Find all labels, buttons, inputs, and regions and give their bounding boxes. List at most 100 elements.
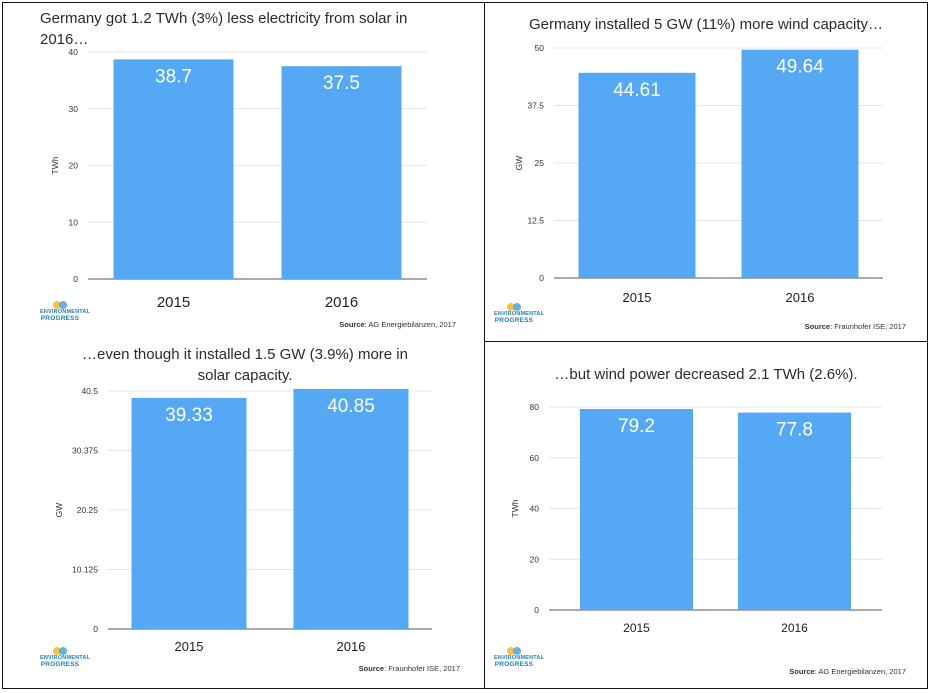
y-tick-label: 10: [69, 217, 79, 227]
x-tick-label: 2015: [623, 621, 650, 635]
y-tick-label: 40.5: [81, 386, 98, 396]
chart-title: …but wind power decreased 2.1 TWh (2.6%)…: [554, 366, 858, 383]
x-tick-label: 2016: [781, 621, 808, 635]
logo-circle-right: [59, 301, 67, 309]
y-tick-label: 10.125: [72, 565, 98, 575]
x-tick-label: 2015: [175, 639, 204, 654]
logo-text: ENVIRONMENTAL PROGRESS: [40, 309, 91, 322]
bar-chart-svg: 0 12.5 25 37.5 50 GW 44.61 2015 49.64 2016: [514, 43, 883, 305]
logo-text: ENVIRONMENTAL PROGRESS: [494, 311, 545, 324]
y-tick-label: 0: [539, 273, 544, 283]
bar-chart-svg: 0 20 40 60 80 TWh 79.2 2015 77.8 2016: [510, 402, 882, 635]
bar-2016: [293, 388, 409, 629]
logo-line-2: PROGRESS: [40, 314, 80, 322]
y-tick-label: 80: [530, 402, 540, 412]
y-tick-label: 0: [73, 274, 78, 284]
logo-line-1: ENVIRONMENTAL: [494, 311, 545, 317]
y-tick-label: 20: [69, 161, 79, 171]
chart-panel-wind-generation: …but wind power decreased 2.1 TWh (2.6%)…: [486, 342, 926, 688]
y-tick-label: 12.5: [527, 216, 544, 226]
logo-circle-right: [513, 647, 521, 655]
source-note: Source: AG Energiebilanzen, 2017: [789, 667, 906, 676]
source-label: Source: [358, 664, 385, 673]
source-text: : AG Energiebilanzen, 2017: [814, 667, 906, 676]
logo-circle-left: [53, 647, 61, 655]
x-tick-label: 2016: [786, 290, 815, 305]
y-axis-label: TWh: [50, 156, 60, 174]
logo-circle-right: [59, 647, 67, 655]
bar-chart-svg: 0 10 20 30 40 TWh 38.7 2015 37.5 2016: [50, 47, 427, 311]
environmental-progress-logo-icon: ENVIRONMENTAL PROGRESS: [40, 646, 91, 668]
source-note: Source: AG Energiebilanzen, 2017: [339, 320, 456, 329]
chart-title: Germany got 1.2 TWh (3%) less electricit…: [40, 10, 408, 48]
environmental-progress-logo-icon: ENVIRONMENTAL PROGRESS: [494, 302, 545, 324]
y-tick-label: 30.375: [72, 446, 98, 456]
x-tick-label: 2016: [325, 294, 358, 311]
y-tick-label: 20.25: [77, 505, 99, 515]
y-tick-label: 20: [530, 554, 540, 564]
chart-panel-wind-capacity: Germany installed 5 GW (11%) more wind c…: [486, 0, 926, 338]
y-tick-label: 60: [530, 453, 540, 463]
y-tick-label: 0: [93, 624, 98, 634]
logo-text: ENVIRONMENTAL PROGRESS: [494, 655, 545, 668]
bar-value-label: 49.64: [776, 57, 824, 78]
logo-mark-icon: [507, 647, 521, 655]
bar-2015: [113, 59, 234, 279]
bar-2015: [578, 72, 696, 278]
source-note: Source: Fraunhofer ISE, 2017: [805, 322, 906, 331]
bar-value-label: 39.33: [165, 405, 213, 426]
bar-value-label: 37.5: [323, 73, 360, 94]
bar-value-label: 79.2: [618, 416, 655, 437]
logo-line-1: ENVIRONMENTAL: [494, 655, 545, 661]
x-tick-label: 2015: [623, 290, 652, 305]
bar-value-label: 40.85: [327, 396, 375, 417]
y-tick-label: 37.5: [527, 101, 544, 111]
y-tick-label: 50: [535, 43, 545, 53]
logo-line-1: ENVIRONMENTAL: [40, 309, 91, 315]
logo-text: ENVIRONMENTAL PROGRESS: [40, 655, 91, 668]
logo-mark-icon: [53, 301, 67, 309]
environmental-progress-logo-icon: ENVIRONMENTAL PROGRESS: [494, 646, 545, 668]
environmental-progress-logo-icon: ENVIRONMENTAL PROGRESS: [40, 300, 91, 322]
chart-panel-solar-capacity: …even though it installed 1.5 GW (3.9%) …: [0, 338, 480, 688]
y-tick-label: 40: [530, 504, 540, 514]
bar-value-label: 77.8: [776, 420, 813, 441]
bar-2015: [580, 409, 693, 610]
y-tick-label: 0: [534, 605, 539, 615]
bar-value-label: 44.61: [613, 80, 661, 101]
y-axis-label: GW: [54, 503, 64, 518]
y-axis-label: TWh: [510, 499, 520, 517]
source-text: : Fraunhofer ISE, 2017: [384, 664, 460, 673]
logo-mark-icon: [53, 647, 67, 655]
logo-circle-left: [507, 303, 515, 311]
logo-line-2: PROGRESS: [40, 660, 80, 668]
x-tick-label: 2015: [157, 294, 190, 311]
divider-horizontal: [484, 341, 928, 342]
x-tick-label: 2016: [337, 639, 366, 654]
bar-2016: [741, 49, 859, 278]
y-tick-label: 40: [69, 47, 79, 57]
logo-mark-icon: [507, 303, 521, 311]
bar-value-label: 38.7: [155, 66, 192, 87]
chart-panel-solar-generation: Germany got 1.2 TWh (3%) less electricit…: [0, 0, 470, 335]
chart-title: Germany installed 5 GW (11%) more wind c…: [528, 16, 883, 33]
source-note: Source: Fraunhofer ISE, 2017: [359, 664, 460, 673]
divider-vertical: [484, 2, 485, 689]
logo-circle-left: [53, 301, 61, 309]
logo-circle-right: [513, 303, 521, 311]
logo-line-2: PROGRESS: [494, 660, 534, 668]
logo-line-1: ENVIRONMENTAL: [40, 655, 91, 661]
source-label: Source: [339, 320, 365, 329]
bar-2016: [281, 66, 402, 279]
logo-circle-left: [507, 647, 515, 655]
y-tick-label: 30: [69, 104, 79, 114]
chart-title: …even though it installed 1.5 GW (3.9%) …: [82, 346, 408, 384]
y-tick-label: 25: [535, 158, 545, 168]
source-text: : Fraunhofer ISE, 2017: [830, 322, 906, 331]
source-text: : AG Energiebilanzen, 2017: [364, 320, 456, 329]
source-label: Source: [789, 667, 815, 676]
logo-line-2: PROGRESS: [494, 316, 534, 324]
y-axis-label: GW: [514, 156, 524, 171]
